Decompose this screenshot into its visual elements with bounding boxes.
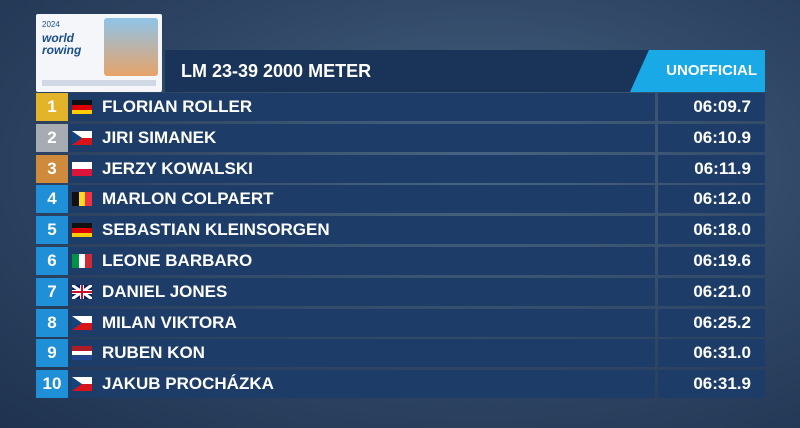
rank: 2 — [36, 123, 68, 152]
result-row: 8 MILAN VIKTORA 06:25.2 — [36, 308, 765, 337]
finish-time: 06:11.9 — [658, 154, 765, 183]
flag-part — [72, 130, 92, 138]
flag-part — [72, 254, 79, 268]
finish-time: 06:21.0 — [658, 277, 765, 306]
result-row: 10 JAKUB PROCHÁZKA 06:31.9 — [36, 370, 765, 399]
result-row: 1 FLORIAN ROLLER 06:09.7 — [36, 93, 765, 121]
athlete-name: LEONE BARBARO — [102, 251, 253, 270]
flag-part — [72, 346, 92, 352]
finish-time: 06:09.7 — [658, 93, 765, 121]
name-bar: FLORIAN ROLLER — [68, 93, 655, 121]
flag — [72, 130, 92, 145]
header-bar: LM 23-39 2000 METER UNOFFICIAL — [165, 50, 765, 92]
flag-part — [72, 161, 92, 169]
flag — [72, 346, 92, 361]
flag — [72, 284, 92, 299]
logo: 2024 world rowing — [36, 14, 162, 92]
flag-part — [72, 137, 92, 145]
result-row: 9 RUBEN KON 06:31.0 — [36, 339, 765, 368]
rank: 8 — [36, 308, 68, 337]
athlete-name: JERZY KOWALSKI — [102, 158, 253, 178]
rank: 9 — [36, 339, 68, 368]
flag-part — [72, 355, 92, 361]
result-row: 4 MARLON COLPAERT 06:12.0 — [36, 185, 765, 214]
flag-part — [72, 290, 92, 293]
athlete-name: FLORIAN ROLLER — [102, 97, 253, 116]
status-badge: UNOFFICIAL — [630, 50, 765, 92]
rank: 4 — [36, 185, 68, 214]
name-bar: SEBASTIAN KLEINSORGEN — [68, 216, 655, 245]
name-bar: LEONE BARBARO — [68, 247, 655, 275]
finish-time: 06:12.0 — [658, 185, 765, 214]
athlete-name: SEBASTIAN KLEINSORGEN — [102, 220, 330, 240]
rank: 5 — [36, 216, 68, 245]
flag-part — [72, 100, 92, 105]
name-bar: DANIEL JONES — [68, 277, 655, 306]
athlete-name: JAKUB PROCHÁZKA — [102, 374, 274, 394]
flag — [72, 161, 92, 176]
flag — [72, 223, 92, 238]
logo-sponsor-bar — [42, 80, 156, 86]
flag-part — [72, 377, 82, 392]
finish-time: 06:18.0 — [658, 216, 765, 245]
rank: 10 — [36, 370, 68, 399]
flag-part — [72, 315, 82, 330]
athlete-name: MARLON COLPAERT — [102, 189, 274, 209]
rank: 3 — [36, 154, 68, 183]
result-row: 5 SEBASTIAN KLEINSORGEN 06:18.0 — [36, 216, 765, 245]
flag — [72, 315, 92, 330]
rank: 7 — [36, 277, 68, 306]
rank: 6 — [36, 247, 68, 275]
finish-time: 06:31.9 — [658, 370, 765, 399]
result-row: 2 JIRI SIMANEK 06:10.9 — [36, 123, 765, 152]
logo-art — [104, 18, 158, 76]
flag-part — [72, 377, 92, 385]
flag-part — [72, 168, 92, 176]
result-row: 7 DANIEL JONES 06:21.0 — [36, 277, 765, 306]
name-bar: MILAN VIKTORA — [68, 308, 655, 337]
name-bar: JIRI SIMANEK — [68, 123, 655, 152]
athlete-name: JIRI SIMANEK — [102, 127, 217, 147]
logo-year: 2024 — [42, 20, 60, 29]
flag-part — [72, 384, 92, 392]
finish-time: 06:31.0 — [658, 339, 765, 368]
finish-time: 06:10.9 — [658, 123, 765, 152]
flag-part — [72, 351, 92, 356]
name-bar: RUBEN KON — [68, 339, 655, 368]
flag-part — [72, 105, 92, 110]
flag-part — [72, 130, 82, 145]
flag — [72, 254, 92, 268]
flag-part — [72, 110, 92, 114]
athlete-name: MILAN VIKTORA — [102, 312, 237, 332]
flag — [72, 377, 92, 392]
athlete-name: DANIEL JONES — [102, 281, 228, 301]
flag — [72, 100, 92, 114]
name-bar: JERZY KOWALSKI — [68, 154, 655, 183]
athlete-name: RUBEN KON — [102, 343, 205, 363]
flag-part — [72, 192, 79, 207]
flag-part — [85, 254, 92, 268]
flag-part — [72, 223, 92, 229]
flag-part — [72, 315, 92, 323]
result-row: 3 JERZY KOWALSKI 06:11.9 — [36, 154, 765, 183]
logo-brand: world rowing — [42, 31, 82, 57]
name-bar: MARLON COLPAERT — [68, 185, 655, 214]
rank: 1 — [36, 93, 68, 121]
finish-time: 06:25.2 — [658, 308, 765, 337]
race-title: LM 23-39 2000 METER — [181, 61, 372, 81]
finish-time: 06:19.6 — [658, 247, 765, 275]
flag-part — [79, 192, 85, 207]
name-bar: JAKUB PROCHÁZKA — [68, 370, 655, 399]
flag-part — [79, 254, 85, 268]
flag-part — [72, 233, 92, 238]
flag-part — [72, 228, 92, 234]
flag-part — [85, 192, 92, 207]
flag-part — [72, 322, 92, 330]
flag — [72, 192, 92, 207]
result-row: 6 LEONE BARBARO 06:19.6 — [36, 247, 765, 275]
